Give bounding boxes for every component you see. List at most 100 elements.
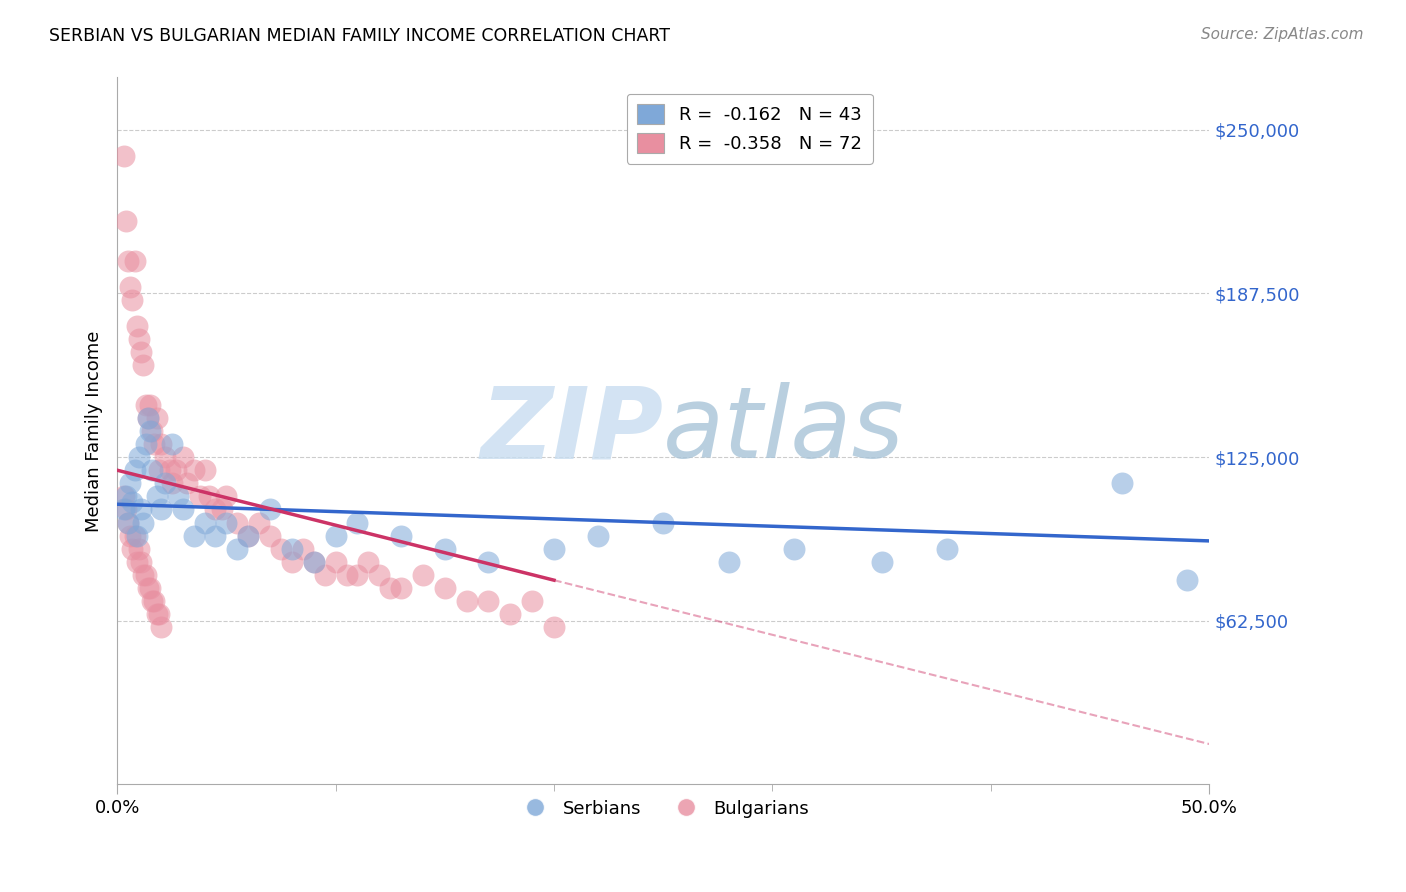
Point [155, 476, 177, 491]
Point [281, 541, 304, 556]
Point [193, 516, 215, 530]
Point [188, 489, 211, 503]
Point [176, 476, 198, 491]
Point [412, 568, 434, 582]
Point [117, 516, 139, 530]
Point [717, 555, 740, 569]
Point [155, 450, 177, 464]
Point [120, 280, 142, 294]
Point [129, 345, 152, 359]
Point [124, 463, 146, 477]
Point [115, 489, 138, 503]
Point [120, 529, 142, 543]
Point [1111, 476, 1133, 491]
Point [121, 541, 143, 556]
Point [215, 489, 238, 503]
Point [291, 541, 314, 556]
Point [172, 502, 194, 516]
Point [226, 516, 249, 530]
Point [160, 476, 183, 491]
Point [132, 359, 155, 373]
Point [159, 463, 181, 477]
Point [346, 568, 368, 582]
Point [270, 541, 292, 556]
Point [124, 529, 146, 543]
Point [226, 541, 249, 556]
Point [125, 319, 148, 334]
Point [389, 581, 412, 595]
Point [125, 555, 148, 569]
Point [302, 555, 325, 569]
Point [183, 529, 205, 543]
Text: atlas: atlas [664, 383, 905, 479]
Point [380, 581, 402, 595]
Point [183, 463, 205, 477]
Point [143, 594, 166, 608]
Point [112, 489, 135, 503]
Point [281, 555, 304, 569]
Point [314, 568, 336, 582]
Point [389, 529, 412, 543]
Point [141, 424, 163, 438]
Text: ZIP: ZIP [481, 383, 664, 479]
Point [143, 437, 166, 451]
Point [247, 516, 270, 530]
Point [936, 541, 959, 556]
Point [368, 568, 391, 582]
Point [499, 607, 522, 622]
Point [115, 214, 138, 228]
Point [128, 541, 150, 556]
Point [136, 581, 159, 595]
Point [193, 463, 215, 477]
Point [204, 502, 226, 516]
Point [145, 607, 167, 622]
Point [139, 398, 162, 412]
Point [302, 555, 325, 569]
Point [112, 149, 135, 163]
Point [198, 489, 221, 503]
Point [586, 529, 609, 543]
Point [135, 568, 157, 582]
Point [456, 594, 478, 608]
Point [148, 463, 170, 477]
Point [115, 502, 138, 516]
Text: SERBIAN VS BULGARIAN MEDIAN FAMILY INCOME CORRELATION CHART: SERBIAN VS BULGARIAN MEDIAN FAMILY INCOM… [49, 27, 671, 45]
Point [335, 568, 357, 582]
Point [433, 581, 456, 595]
Point [238, 529, 260, 543]
Point [325, 529, 347, 543]
Point [149, 502, 172, 516]
Point [1177, 573, 1199, 587]
Point [132, 568, 155, 582]
Point [141, 594, 163, 608]
Legend: Serbians, Bulgarians: Serbians, Bulgarians [510, 792, 817, 825]
Point [135, 398, 157, 412]
Point [145, 489, 167, 503]
Point [172, 450, 194, 464]
Point [139, 581, 162, 595]
Point [522, 594, 544, 608]
Point [121, 494, 143, 508]
Point [259, 529, 281, 543]
Point [145, 410, 167, 425]
Point [433, 541, 456, 556]
Y-axis label: Median Family Income: Median Family Income [86, 330, 103, 532]
Point [139, 424, 162, 438]
Point [149, 620, 172, 634]
Point [477, 594, 499, 608]
Point [543, 541, 565, 556]
Point [136, 410, 159, 425]
Point [477, 555, 499, 569]
Point [129, 555, 152, 569]
Point [136, 410, 159, 425]
Point [129, 502, 152, 516]
Point [357, 555, 380, 569]
Text: Source: ZipAtlas.com: Source: ZipAtlas.com [1201, 27, 1364, 42]
Point [132, 516, 155, 530]
Point [346, 516, 368, 530]
Point [120, 476, 142, 491]
Point [141, 463, 163, 477]
Point [117, 253, 139, 268]
Point [148, 607, 170, 622]
Point [204, 529, 226, 543]
